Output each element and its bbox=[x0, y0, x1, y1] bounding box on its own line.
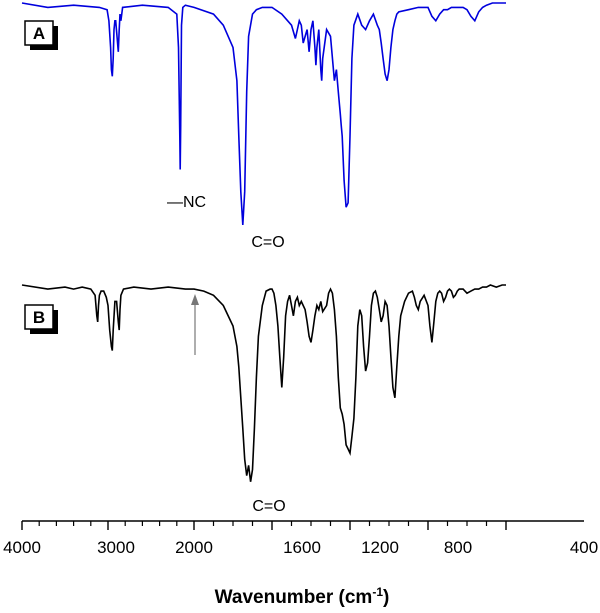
panel-a-label-box bbox=[24, 20, 54, 46]
tick-label-4000: 4000 bbox=[3, 538, 41, 557]
tick-label-1600: 1600 bbox=[283, 538, 321, 557]
annotation-co-a: C=O bbox=[251, 234, 284, 251]
panel-a-label: A bbox=[33, 24, 45, 43]
x-axis-title-suffix: ) bbox=[383, 587, 389, 608]
spectrum-b-line bbox=[21, 284, 506, 482]
panel-a: A —NC C=O bbox=[21, 2, 506, 251]
x-axis-ticks bbox=[21, 521, 507, 530]
tick-label-400: 400 bbox=[570, 538, 598, 557]
x-axis-title-main: Wavenumber (cm bbox=[215, 587, 373, 608]
tick-label-2000: 2000 bbox=[175, 538, 213, 557]
annotation-co-b: C=O bbox=[252, 498, 285, 515]
x-axis-title-superscript: -1 bbox=[372, 585, 383, 599]
panel-b: B C=O bbox=[21, 284, 506, 515]
panel-b-label: B bbox=[33, 308, 45, 327]
tick-label-3000: 3000 bbox=[97, 538, 135, 557]
x-axis: 4000 3000 2000 1600 1200 800 400 Wavenum… bbox=[3, 520, 598, 608]
tick-label-1200: 1200 bbox=[361, 538, 399, 557]
nc-position-arrow bbox=[191, 294, 199, 355]
annotation-nc: —NC bbox=[167, 194, 206, 211]
spectrum-a-line bbox=[21, 2, 506, 226]
x-axis-title: Wavenumber (cm-1) bbox=[215, 585, 390, 608]
panel-b-label-box bbox=[24, 304, 54, 330]
tick-label-800: 800 bbox=[444, 538, 472, 557]
